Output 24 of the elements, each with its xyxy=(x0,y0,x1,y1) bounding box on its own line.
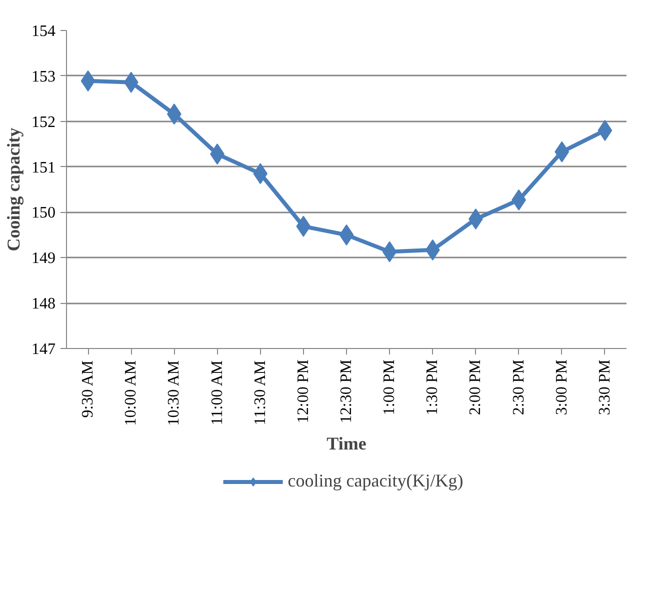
y-tick-label: 148 xyxy=(32,296,56,313)
x-tick-label: 12:00 PM xyxy=(294,359,312,424)
x-tick-label: 2:00 PM xyxy=(467,359,484,416)
x-tick-label: 10:30 AM xyxy=(166,360,183,426)
x-tick-label: 10:00 AM xyxy=(122,360,140,426)
y-tick-label: 151 xyxy=(32,159,56,176)
x-tick-label: 2:30 PM xyxy=(510,359,528,416)
y-tick-label: 150 xyxy=(32,204,56,222)
x-tick-label: 12:30 PM xyxy=(338,359,355,424)
x-tick-label: 11:30 AM xyxy=(252,360,269,426)
x-tick-label: 11:00 AM xyxy=(208,360,226,426)
x-tick-label: 3:30 PM xyxy=(596,359,614,416)
x-tick-label: 1:30 PM xyxy=(424,359,442,416)
x-axis-title: Time xyxy=(326,434,366,454)
y-tick-label: 152 xyxy=(32,114,56,131)
x-tick-label: 1:00 PM xyxy=(381,359,398,416)
y-tick-label: 154 xyxy=(32,23,56,40)
x-tick-label: 3:00 PM xyxy=(553,359,570,416)
legend-label: cooling capacity(Kj/Kg) xyxy=(288,470,464,492)
x-tick-label: 9:30 AM xyxy=(80,360,97,418)
y-tick-label: 149 xyxy=(32,250,56,268)
y-tick-label: 147 xyxy=(32,341,56,358)
y-axis-title: Cooing capacity xyxy=(4,128,24,252)
y-tick-label: 153 xyxy=(32,68,56,86)
